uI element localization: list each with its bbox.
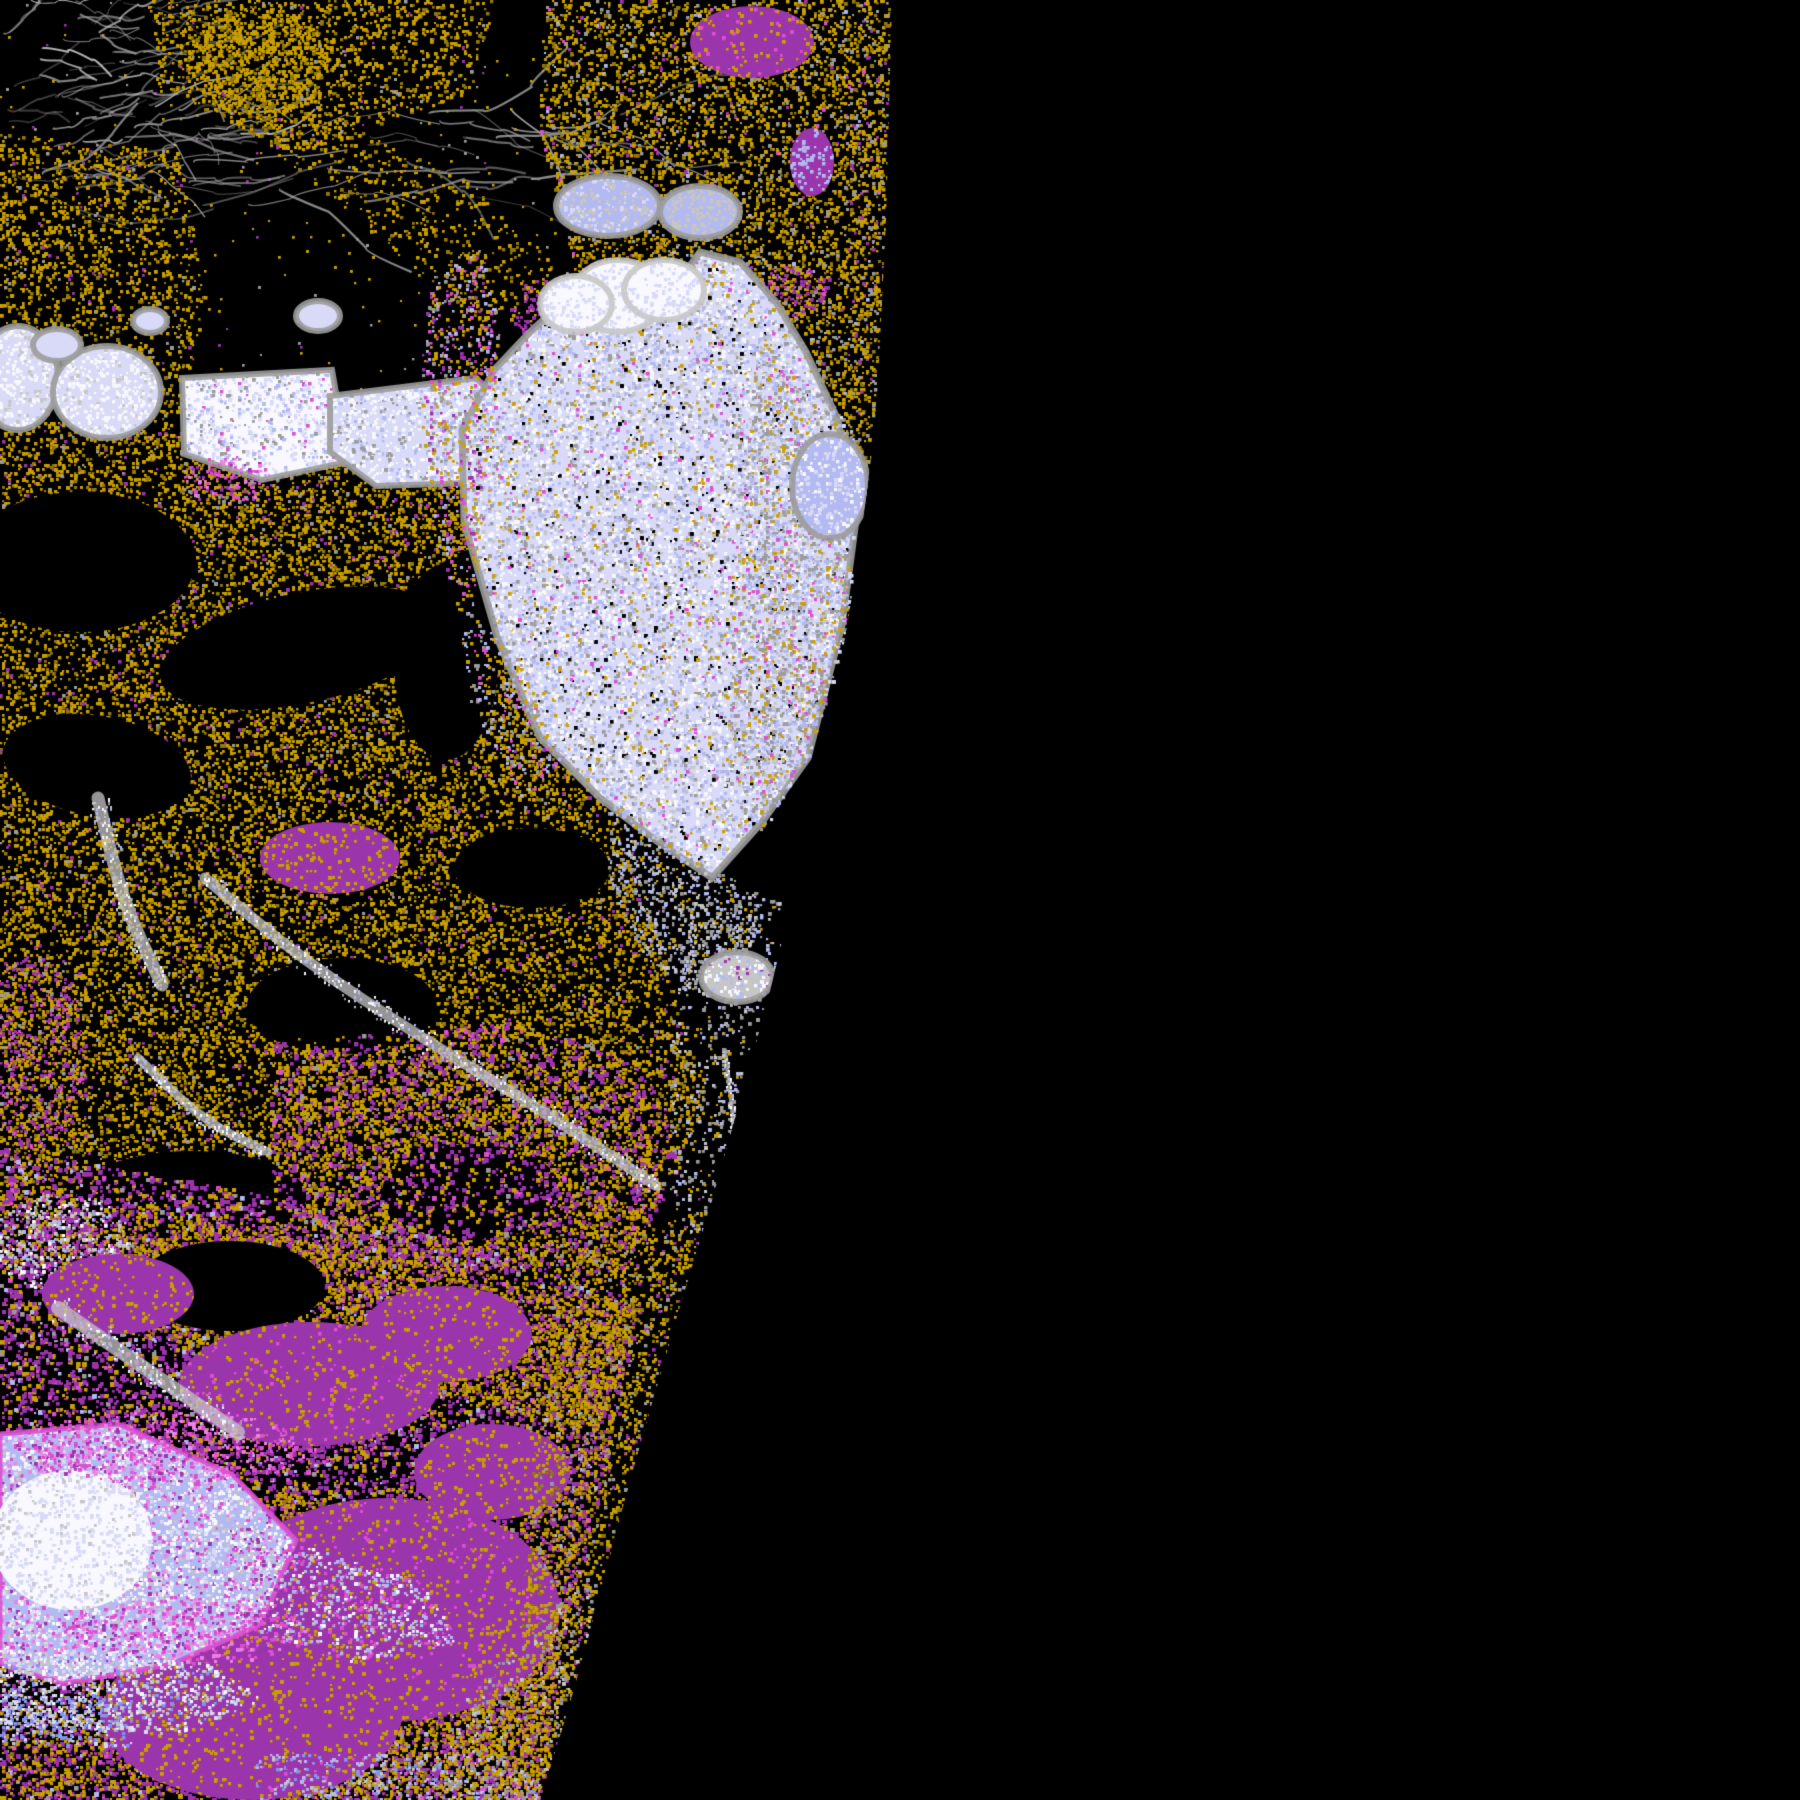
satellite-canvas <box>0 0 1800 1800</box>
satellite-swath-screenshot <box>0 0 1800 1800</box>
